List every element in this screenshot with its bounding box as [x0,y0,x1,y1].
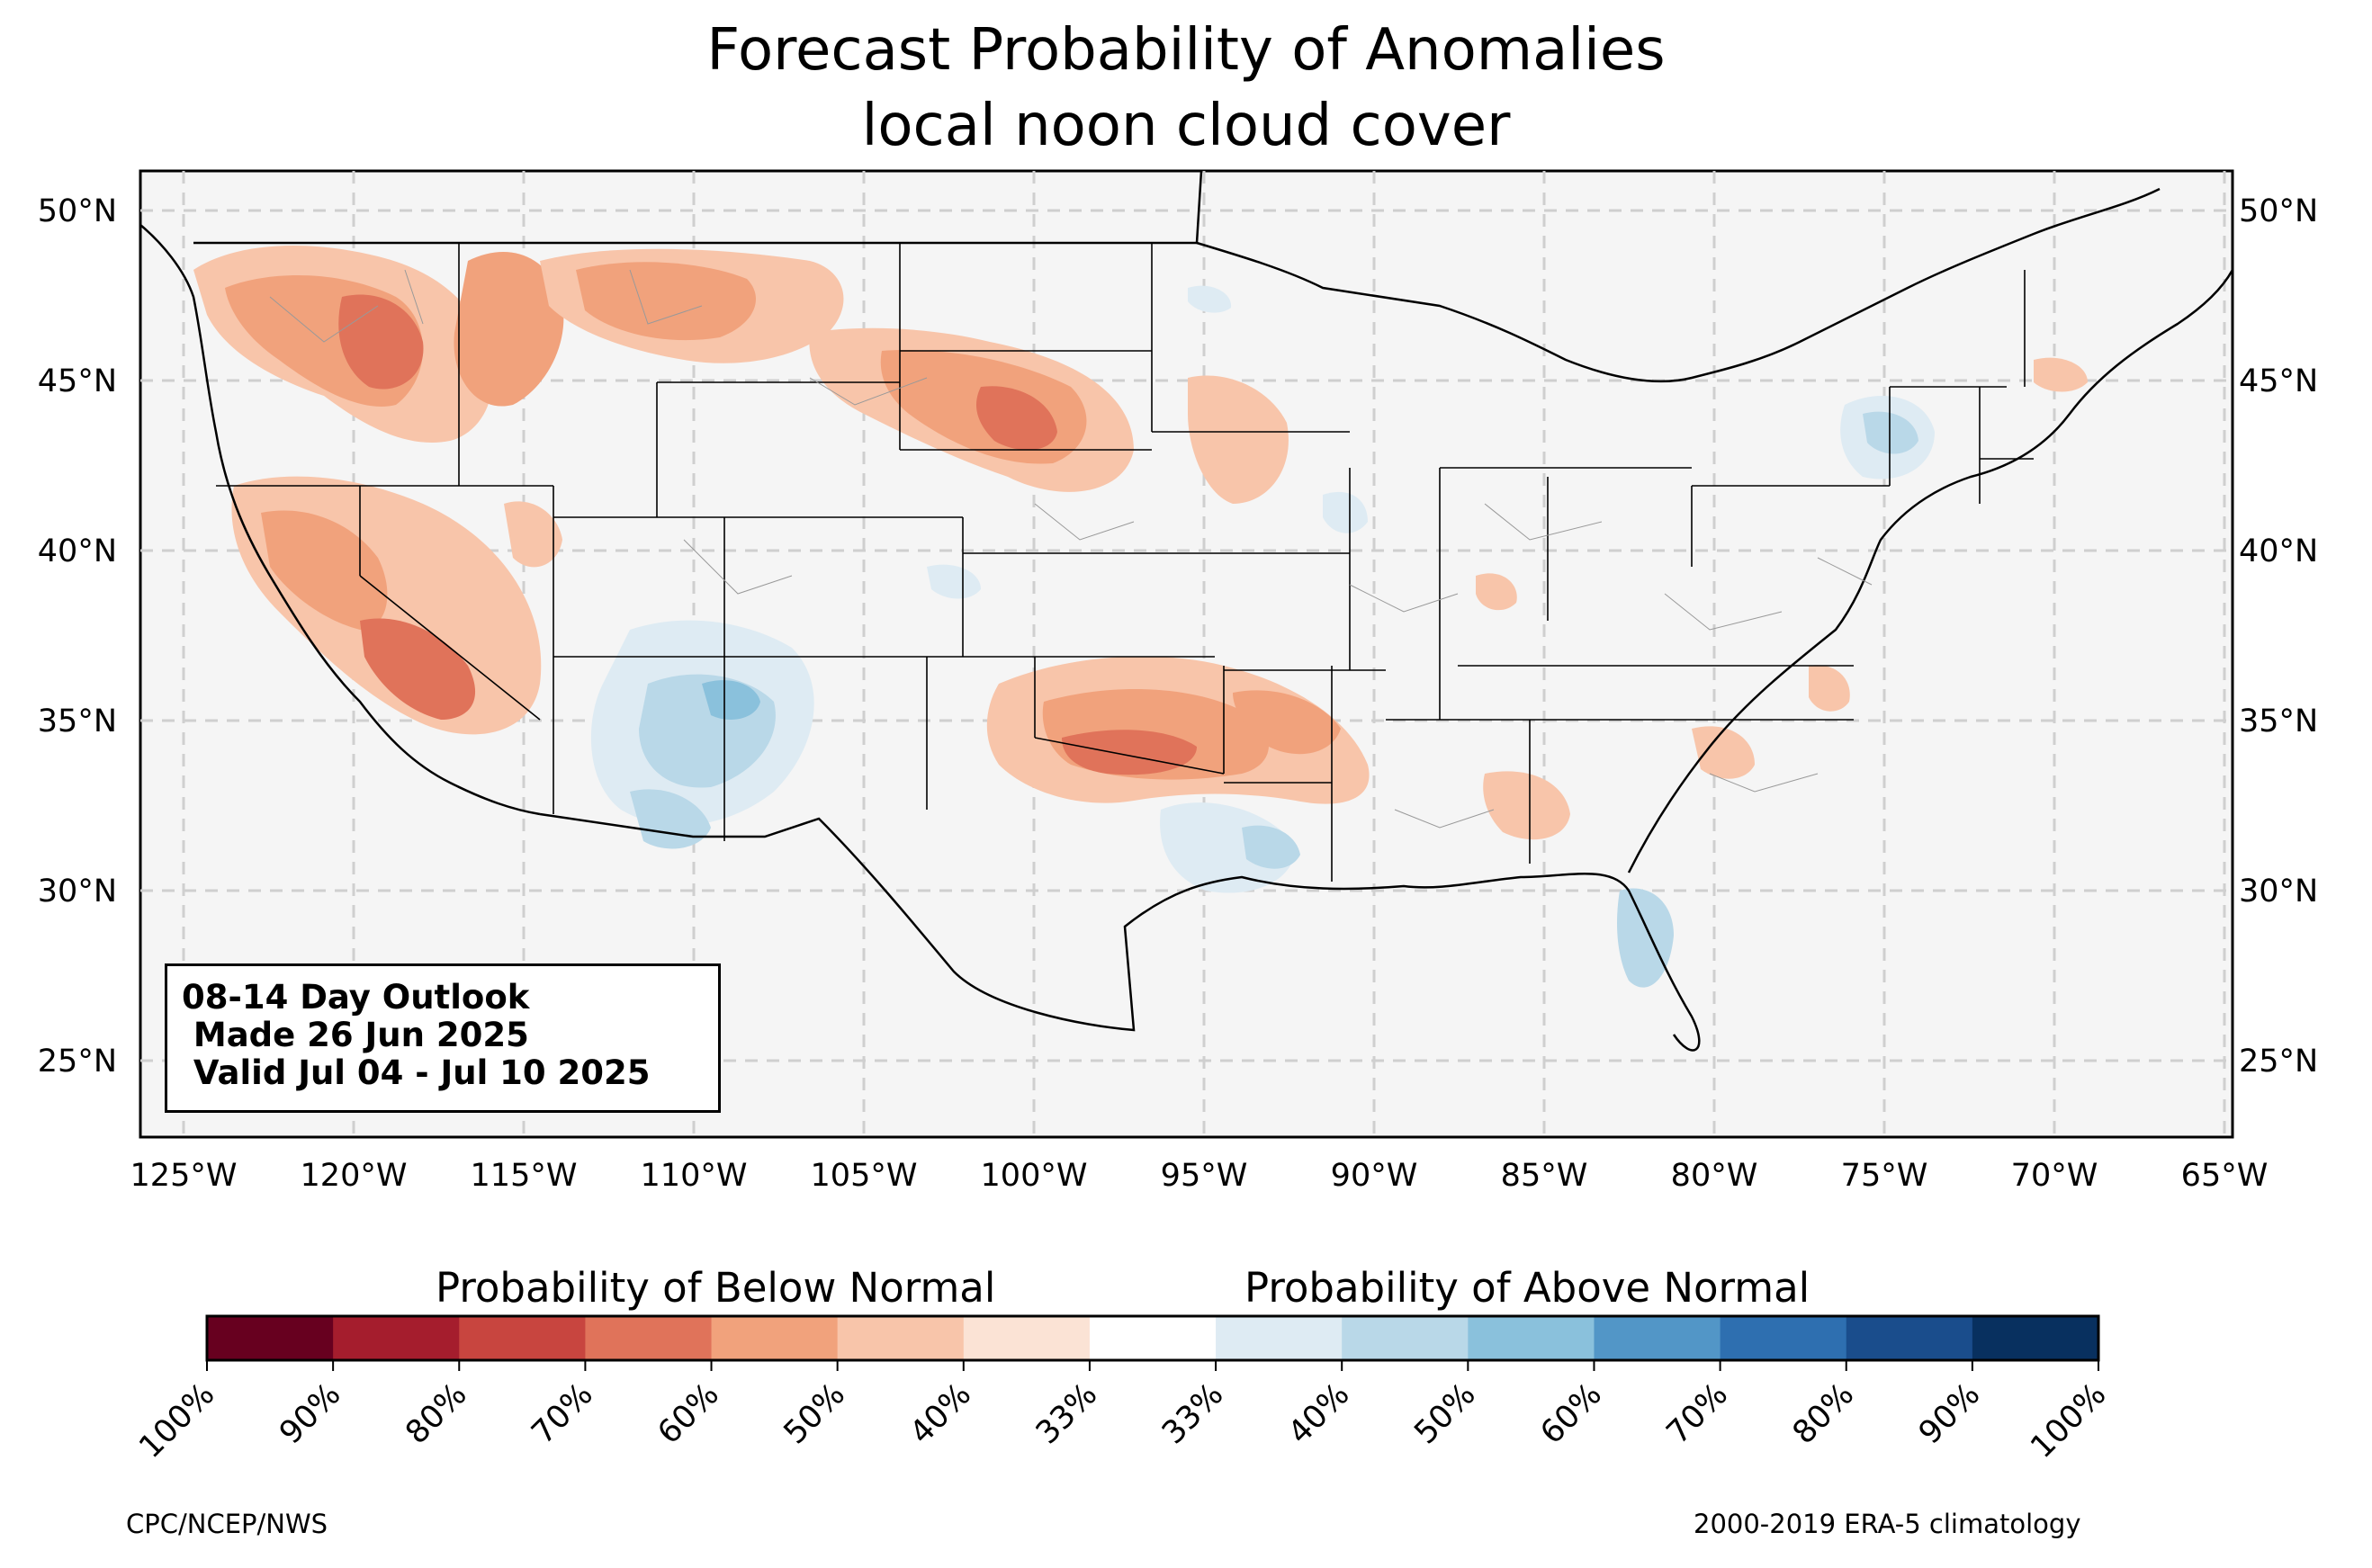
lat-label: 50°N [38,193,117,229]
lon-label: 90°W [1331,1158,1418,1194]
latitude-labels-left: 50°N 45°N 40°N 35°N 30°N 25°N [38,193,117,1080]
colorbar-tick-label: 100% [2024,1376,2113,1465]
colorbar-tick-label: 40% [1281,1376,1356,1451]
colorbar-tick-label: 70% [525,1376,599,1451]
longitude-labels: 125°W 120°W 115°W 110°W 105°W 100°W 95°W… [130,1158,2269,1194]
colorbar-segment [1972,1316,2099,1360]
coastline-and-borders [139,170,2234,1052]
colorbar-tick-label: 60% [1534,1376,1609,1451]
lat-label: 40°N [38,533,117,569]
colorbar-tick-label: 50% [777,1376,852,1451]
footer-credit: CPC/NCEP/NWS [126,1509,328,1539]
colorbar-tick-label: 60% [651,1376,726,1451]
colorbar-tick-label: 80% [1786,1376,1861,1451]
map-subtitle: local noon cloud cover [861,93,1511,159]
lat-label: 45°N [38,363,117,399]
lat-label: 30°N [38,874,117,909]
lon-label: 70°W [2011,1158,2098,1194]
map-title: Forecast Probability of Anomalies [706,17,1666,84]
anomaly-shading [193,246,2088,988]
lat-label: 35°N [38,703,117,739]
colorbar-segment [963,1316,1091,1360]
lat-label: 25°N [2239,1044,2318,1080]
lat-label: 40°N [2239,533,2318,569]
colorbar-tick-label: 33% [1029,1376,1104,1451]
colorbar-tick-labels: 100% 90% 80% 70% 60% 50% 40% 33% 33% 40% 50% 60% 70%… [132,1360,2113,1465]
lon-label: 80°W [1671,1158,1758,1194]
outlook-made-date: Made 26 Jun 2025 [182,1016,529,1054]
lon-label: 100°W [981,1158,1088,1194]
lat-label: 30°N [2239,874,2318,909]
lon-label: 125°W [130,1158,238,1194]
colorbar-segment [837,1316,965,1360]
lon-label: 105°W [811,1158,918,1194]
legend-below-label: Probability of Below Normal [436,1264,996,1312]
colorbar-segment [1342,1316,1469,1360]
state-borders [216,243,2034,882]
lon-label: 120°W [301,1158,408,1194]
colorbar-segment [711,1316,839,1360]
county-lines [269,269,1873,829]
colorbar-segment [1089,1316,1217,1360]
colorbar-tick-label: 90% [273,1376,347,1451]
colorbar-tick-label: 100% [132,1376,221,1465]
colorbar-segment [585,1316,713,1360]
colorbar-frame [205,1314,2100,1362]
colorbar-segment [1594,1316,1721,1360]
colorbar-tick-label: 50% [1407,1376,1482,1451]
colorbar-tick-label: 70% [1660,1376,1735,1451]
outlook-period: 08-14 Day Outlook [182,978,530,1017]
colorbar-segment [1216,1316,1343,1360]
colorbar-tick-label: 80% [399,1376,473,1451]
colorbar-tick-label: 90% [1912,1376,1987,1451]
colorbar [205,1314,2100,1362]
lat-label: 45°N [2239,363,2318,399]
colorbar-segment [1720,1316,1847,1360]
colorbar-segment [1846,1316,1973,1360]
colorbar-segment [207,1316,334,1360]
lat-label: 25°N [38,1044,117,1080]
lon-label: 115°W [471,1158,578,1194]
colorbar-segment [459,1316,586,1360]
latitude-labels-right: 50°N 45°N 40°N 35°N 30°N 25°N [2239,193,2318,1080]
colorbar-segment [333,1316,460,1360]
legend-above-label: Probability of Above Normal [1244,1264,1810,1312]
lat-label: 50°N [2239,193,2318,229]
lon-label: 110°W [641,1158,748,1194]
map-panel [139,169,2234,1139]
lon-label: 75°W [1841,1158,1928,1194]
footer-climatology: 2000-2019 ERA-5 climatology [1694,1509,2081,1539]
lat-label: 35°N [2239,703,2318,739]
lon-label: 65°W [2181,1158,2269,1194]
lon-label: 85°W [1501,1158,1588,1194]
colorbar-tick-label: 33% [1155,1376,1230,1451]
lon-label: 95°W [1161,1158,1248,1194]
outlook-info-box: 08-14 Day Outlook Made 26 Jun 2025 Valid… [165,963,721,1113]
outlook-valid-dates: Valid Jul 04 - Jul 10 2025 [182,1053,651,1092]
colorbar-tick-label: 40% [903,1376,978,1451]
colorbar-segment [1468,1316,1595,1360]
